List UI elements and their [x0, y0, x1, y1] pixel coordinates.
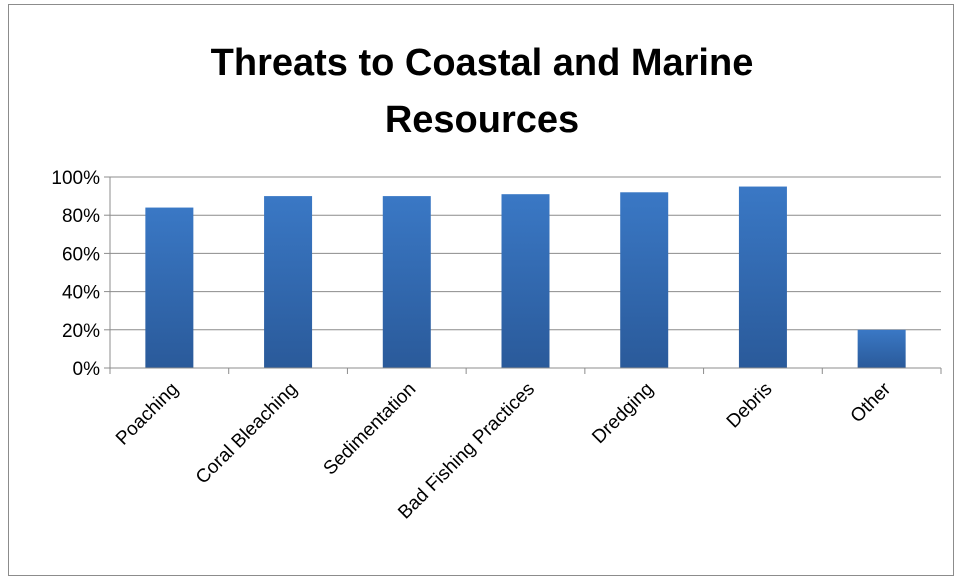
bar-sedimentation [382, 196, 431, 368]
bar-dredging [620, 192, 669, 368]
chart-title: Threats to Coastal and Marine Resources [210, 42, 754, 141]
bar-poaching [145, 207, 194, 368]
x-category-label: Dredging [588, 379, 657, 448]
x-category-label: Coral Bleaching [192, 379, 302, 489]
y-tick-label: 0% [73, 359, 101, 380]
y-tick-label: 40% [62, 283, 100, 304]
y-tick-label: 100% [51, 168, 100, 189]
bar-chart: 0% 20% 40% 60% 80% 100% Poaching Coral Bleachin… [51, 168, 942, 524]
y-tick-label: 60% [62, 244, 100, 265]
chart-frame: Threats to Coastal and Marine Resources 0… [8, 4, 954, 576]
bar-bad-fishing-practices [501, 194, 550, 368]
y-tick-label: 80% [62, 206, 100, 227]
bar-debris [738, 186, 787, 368]
bars [145, 186, 906, 368]
axes [104, 176, 942, 374]
bar-other [857, 329, 906, 368]
x-category-label: Bad Fishing Practices [394, 379, 539, 524]
x-category-label: Other [847, 378, 896, 427]
bar-coral-bleaching [264, 196, 313, 368]
x-category-label: Poaching [112, 379, 183, 450]
x-category-label: Debris [723, 379, 777, 433]
y-tick-label: 20% [62, 321, 100, 342]
x-category-label: Sedimentation [320, 379, 421, 480]
